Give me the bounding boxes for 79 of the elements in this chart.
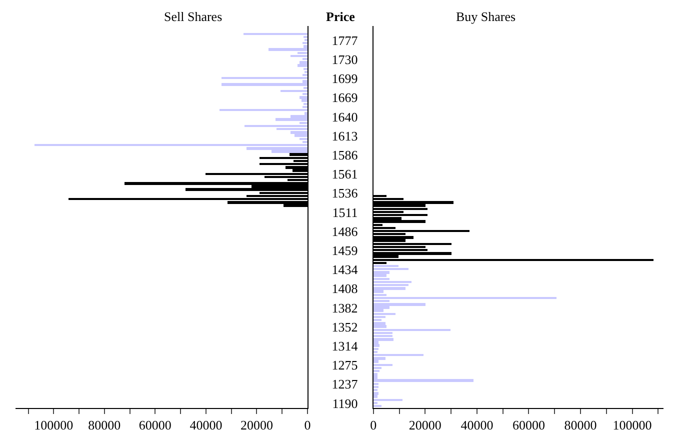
y-tick-label: 1190 bbox=[332, 396, 358, 411]
x-tick-label: 20000 bbox=[240, 418, 273, 433]
bar bbox=[373, 348, 378, 350]
x-tick-label: 80000 bbox=[564, 418, 597, 433]
y-tick-label: 1486 bbox=[332, 224, 358, 239]
bar bbox=[373, 405, 382, 407]
bar bbox=[304, 71, 308, 73]
bar bbox=[304, 103, 308, 105]
bar bbox=[373, 386, 378, 388]
y-tick-label: 1459 bbox=[332, 242, 358, 258]
y-axis-title: Price bbox=[326, 9, 356, 24]
bar bbox=[373, 344, 380, 347]
bar bbox=[290, 55, 308, 57]
bar bbox=[373, 335, 392, 337]
bar bbox=[373, 268, 408, 270]
bar bbox=[373, 364, 392, 366]
y-tick-label: 1314 bbox=[332, 338, 358, 354]
bar bbox=[280, 90, 308, 92]
bar bbox=[373, 338, 394, 341]
x-tick-label: 100000 bbox=[612, 418, 652, 433]
bar bbox=[373, 370, 380, 372]
x-tick-label: 20000 bbox=[408, 418, 442, 433]
x-tick-label: 0 bbox=[370, 418, 377, 433]
y-tick-label: 1613 bbox=[332, 128, 358, 144]
y-tick-label: 1408 bbox=[332, 281, 358, 296]
y-tick-label: 1669 bbox=[332, 90, 358, 106]
bar bbox=[294, 134, 308, 137]
x-tick-label: 60000 bbox=[138, 418, 172, 433]
bar bbox=[373, 297, 556, 299]
y-tick-label: 1561 bbox=[332, 166, 358, 182]
y-tick-label: 1777 bbox=[332, 32, 358, 48]
chart-title: Sell Shares bbox=[164, 9, 222, 24]
bar bbox=[373, 287, 406, 290]
x-tick-label: 40000 bbox=[190, 418, 222, 433]
y-tick-label: 1511 bbox=[332, 204, 358, 220]
bar bbox=[244, 33, 308, 35]
y-tick-label: 1352 bbox=[332, 319, 358, 334]
bar bbox=[373, 373, 378, 376]
y-tick-label: 1434 bbox=[332, 262, 358, 278]
x-tick-label: 80000 bbox=[88, 418, 121, 433]
y-tick-label: 1382 bbox=[332, 300, 358, 316]
y-tick-label: 1237 bbox=[332, 376, 358, 392]
bar bbox=[34, 144, 308, 146]
bar bbox=[268, 48, 308, 51]
chart-title: Buy Shares bbox=[456, 9, 516, 24]
bar bbox=[373, 303, 426, 306]
bar bbox=[373, 389, 378, 391]
y-tick-label: 1640 bbox=[332, 109, 358, 124]
bar bbox=[298, 64, 308, 67]
bar bbox=[220, 109, 308, 111]
bar bbox=[302, 99, 308, 102]
x-tick-label: 0 bbox=[304, 418, 311, 433]
bar bbox=[373, 274, 386, 277]
bar bbox=[373, 281, 412, 283]
bar bbox=[373, 354, 424, 356]
x-tick-label: 100000 bbox=[34, 418, 74, 433]
bar bbox=[373, 284, 408, 286]
bar bbox=[300, 96, 308, 99]
bar bbox=[373, 322, 386, 325]
y-tick-label: 1536 bbox=[332, 186, 358, 201]
bar bbox=[302, 42, 308, 44]
bar bbox=[300, 61, 308, 64]
bar bbox=[222, 83, 308, 86]
y-tick-label: 1275 bbox=[332, 358, 358, 373]
x-tick-label: 40000 bbox=[460, 418, 494, 433]
bar bbox=[373, 329, 450, 331]
y-tick-label: 1699 bbox=[332, 71, 358, 86]
bar bbox=[373, 379, 474, 382]
bar bbox=[373, 392, 378, 395]
bar bbox=[222, 77, 308, 79]
bar bbox=[304, 39, 308, 41]
x-tick-label: 60000 bbox=[512, 418, 545, 433]
bar bbox=[373, 313, 396, 315]
bar bbox=[244, 125, 308, 127]
y-tick-label: 1730 bbox=[332, 52, 358, 67]
bar bbox=[373, 399, 402, 401]
bar bbox=[276, 118, 308, 121]
y-tick-label: 1586 bbox=[332, 147, 358, 162]
bar bbox=[373, 319, 382, 321]
